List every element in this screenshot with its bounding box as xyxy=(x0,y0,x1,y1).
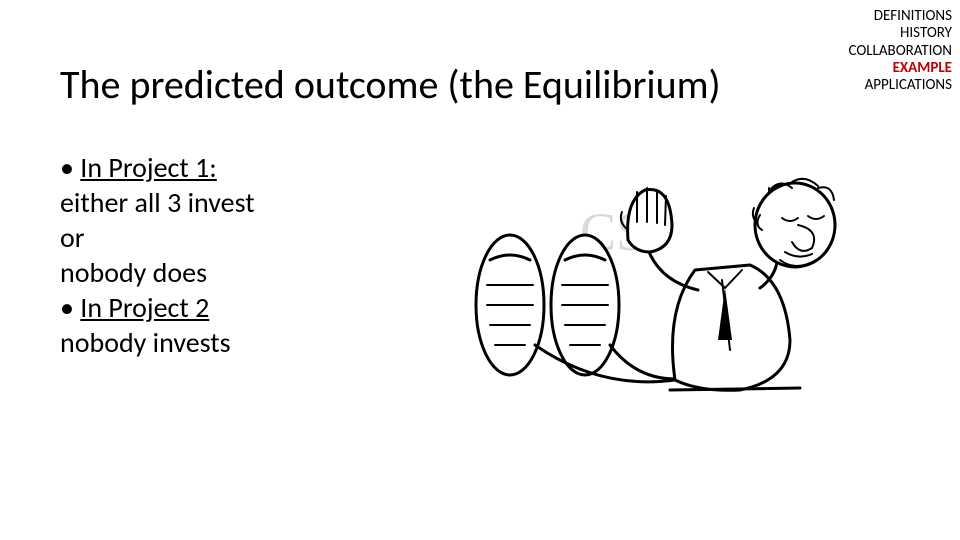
breadcrumb: DEFINITIONS HISTORY COLLABORATION EXAMPL… xyxy=(848,8,952,94)
breadcrumb-item: COLLABORATION xyxy=(848,43,952,60)
breadcrumb-item-active: EXAMPLE xyxy=(848,60,952,77)
breadcrumb-item: APPLICATIONS xyxy=(848,77,952,94)
body-line-text: In Project 1: xyxy=(80,150,217,185)
body-line: or xyxy=(60,220,255,255)
cartoon-figure: CS xyxy=(440,130,860,430)
slide: DEFINITIONS HISTORY COLLABORATION EXAMPL… xyxy=(0,0,960,540)
breadcrumb-item: DEFINITIONS xyxy=(848,8,952,25)
body-text: In Project 1: either all 3 invest or nob… xyxy=(60,150,255,360)
body-line: nobody does xyxy=(60,255,255,290)
body-line: nobody invests xyxy=(60,325,255,360)
body-line-text: In Project 2 xyxy=(80,290,209,325)
body-line: In Project 1: xyxy=(60,150,255,185)
body-line: In Project 2 xyxy=(60,290,255,325)
page-title: The predicted outcome (the Equilibrium) xyxy=(60,60,721,109)
body-line: either all 3 invest xyxy=(60,185,255,220)
breadcrumb-item: HISTORY xyxy=(848,25,952,42)
